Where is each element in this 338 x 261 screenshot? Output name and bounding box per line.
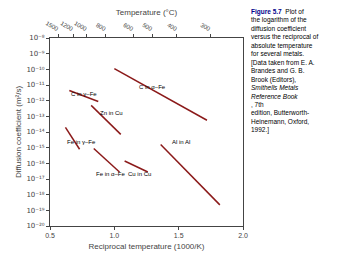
svg-text:10⁻¹⁹: 10⁻¹⁹ — [26, 207, 44, 215]
svg-text:Fe in α–Fe: Fe in α–Fe — [96, 171, 125, 177]
svg-text:500: 500 — [141, 22, 153, 33]
svg-text:400: 400 — [166, 22, 178, 33]
svg-text:10⁻²⁰: 10⁻²⁰ — [26, 222, 44, 230]
svg-text:10⁻¹⁴: 10⁻¹⁴ — [26, 128, 44, 136]
svg-text:300: 300 — [199, 22, 211, 33]
svg-text:10⁻¹⁵: 10⁻¹⁵ — [26, 144, 44, 152]
svg-text:10⁻⁹: 10⁻⁹ — [29, 50, 45, 58]
svg-text:Al in Al: Al in Al — [172, 139, 190, 145]
svg-text:600: 600 — [122, 22, 134, 33]
svg-text:Fe in γ–Fe: Fe in γ–Fe — [67, 139, 96, 145]
svg-text:1000: 1000 — [73, 20, 88, 32]
svg-text:2.0: 2.0 — [238, 232, 248, 239]
svg-text:1.0: 1.0 — [109, 232, 119, 239]
svg-text:10⁻¹⁸: 10⁻¹⁸ — [26, 191, 44, 199]
svg-text:10⁻¹³: 10⁻¹³ — [26, 113, 44, 121]
svg-text:1500: 1500 — [45, 20, 60, 32]
svg-text:10⁻¹²: 10⁻¹² — [26, 97, 44, 105]
svg-text:Cu in Cu: Cu in Cu — [128, 171, 151, 177]
svg-text:10⁻¹⁷: 10⁻¹⁷ — [26, 175, 44, 183]
svg-text:Temperature (°C): Temperature (°C) — [116, 8, 178, 17]
svg-text:Zn in Cu: Zn in Cu — [100, 110, 123, 116]
svg-text:10⁻¹⁶: 10⁻¹⁶ — [26, 160, 44, 168]
svg-text:10⁻⁸: 10⁻⁸ — [29, 34, 45, 42]
svg-text:C in α–Fe: C in α–Fe — [139, 84, 166, 90]
svg-text:10⁻¹¹: 10⁻¹¹ — [26, 81, 44, 89]
svg-text:Figure 5.7 Plot ofthe logarit: Figure 5.7 Plot ofthe logarithm of thedi… — [251, 8, 318, 134]
svg-text:C in γ–Fe: C in γ–Fe — [71, 91, 97, 97]
svg-text:Reciprocal temperature (1000/K: Reciprocal temperature (1000/K) — [88, 242, 204, 251]
svg-text:Diffusion coefficient (m²/s): Diffusion coefficient (m²/s) — [14, 86, 23, 179]
svg-text:0.5: 0.5 — [45, 232, 55, 239]
svg-text:10⁻¹⁰: 10⁻¹⁰ — [26, 66, 44, 74]
svg-text:800: 800 — [95, 22, 107, 33]
svg-text:1200: 1200 — [59, 20, 74, 32]
svg-text:1.5: 1.5 — [174, 232, 184, 239]
